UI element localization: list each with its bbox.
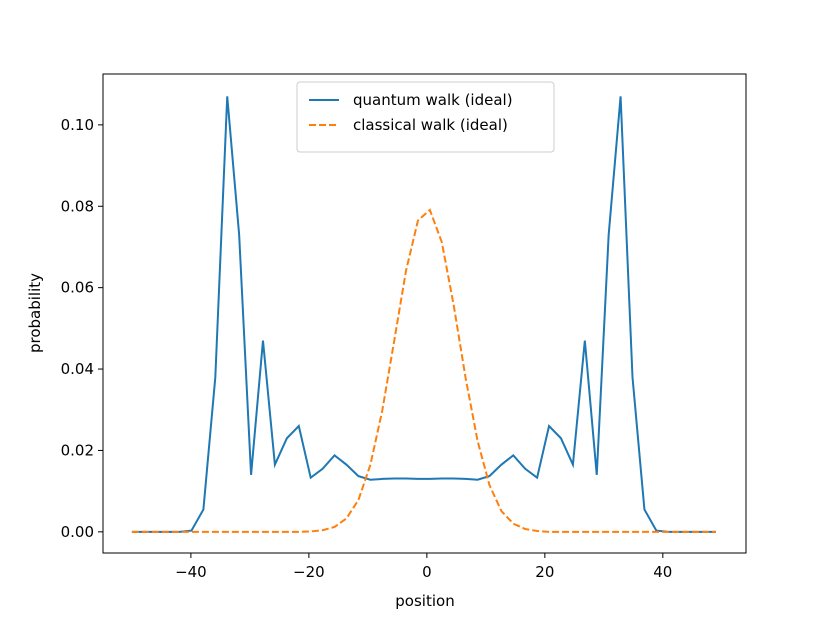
legend-box bbox=[296, 81, 555, 153]
y-tick-label: 0.10 bbox=[61, 116, 94, 134]
y-axis-label: probability bbox=[26, 273, 44, 353]
x-tick-label: 0 bbox=[422, 563, 432, 581]
legend: quantum walk (ideal) classical walk (idea… bbox=[296, 81, 555, 153]
legend-label: classical walk (ideal) bbox=[353, 116, 508, 134]
series-line bbox=[131, 208, 716, 533]
y-tick-label: 0.06 bbox=[61, 279, 94, 297]
legend-label: quantum walk (ideal) bbox=[353, 91, 513, 109]
plot-frame bbox=[102, 73, 747, 554]
series-line bbox=[131, 96, 716, 533]
y-tick-label: 0.04 bbox=[61, 360, 94, 378]
y-tick-label: 0.08 bbox=[61, 197, 94, 215]
y-tick-label: 0.02 bbox=[61, 441, 94, 459]
x-tick-label: −20 bbox=[293, 563, 325, 581]
x-tick-label: −40 bbox=[175, 563, 207, 581]
x-tick-label: 40 bbox=[653, 563, 672, 581]
x-tick-label: 20 bbox=[535, 563, 554, 581]
y-tick-label: 0.00 bbox=[61, 523, 94, 541]
x-axis-label: position bbox=[395, 592, 454, 610]
